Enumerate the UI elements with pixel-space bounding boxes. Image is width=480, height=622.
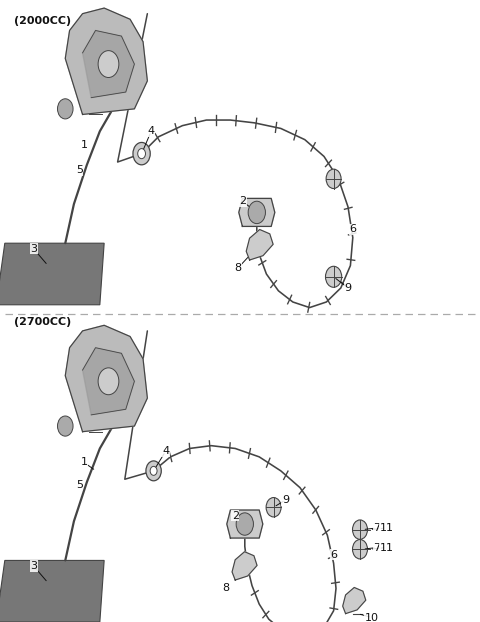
Polygon shape [246,230,273,260]
Circle shape [138,149,145,159]
Text: 8: 8 [222,583,229,593]
Polygon shape [65,8,147,114]
Polygon shape [0,560,104,622]
Polygon shape [239,198,275,226]
Text: 4: 4 [162,446,169,457]
Circle shape [150,466,157,475]
Text: 1: 1 [81,140,87,151]
Text: (2000CC): (2000CC) [14,16,72,26]
Circle shape [133,142,150,165]
Circle shape [326,169,341,188]
Text: 7: 7 [373,523,380,533]
Circle shape [325,266,342,287]
Circle shape [266,498,281,517]
Text: 3: 3 [30,561,37,571]
Polygon shape [83,348,134,415]
Polygon shape [0,243,104,305]
Polygon shape [65,325,147,432]
Circle shape [146,461,161,481]
Polygon shape [227,510,263,538]
Text: 9: 9 [345,283,351,293]
Circle shape [352,520,368,539]
Text: 11: 11 [379,523,394,533]
Text: 1: 1 [81,457,87,468]
Circle shape [236,513,253,535]
Circle shape [58,99,73,119]
Polygon shape [83,30,134,98]
Text: 5: 5 [76,480,83,490]
Text: 5: 5 [76,165,83,175]
Circle shape [248,201,265,223]
Text: 11: 11 [379,542,394,552]
Text: 2: 2 [239,196,246,207]
Circle shape [58,416,73,436]
Polygon shape [232,552,257,580]
Text: 3: 3 [30,244,37,254]
Text: 10: 10 [365,613,379,622]
Text: 7: 7 [373,542,380,552]
Text: 8: 8 [234,263,241,274]
Polygon shape [343,587,366,613]
Text: 6: 6 [330,550,337,560]
Text: (2700CC): (2700CC) [14,317,72,327]
Circle shape [98,368,119,395]
Text: 4: 4 [148,126,155,136]
Text: 2: 2 [232,511,239,521]
Text: 6: 6 [349,224,356,234]
Circle shape [352,539,368,559]
Circle shape [98,50,119,78]
Text: 9: 9 [282,495,289,505]
